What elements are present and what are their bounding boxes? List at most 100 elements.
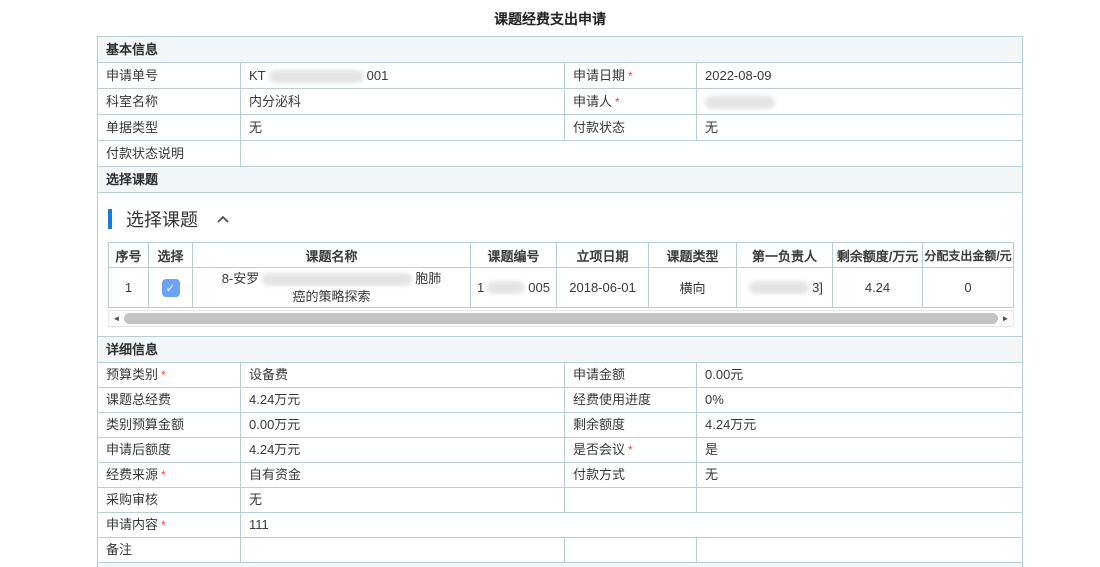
field-value-applicant bbox=[697, 89, 1022, 115]
apply-no-suffix: 001 bbox=[366, 68, 389, 83]
next-section-cutoff bbox=[98, 563, 1022, 567]
col-header-select: 选择 bbox=[149, 243, 193, 268]
field-value-usage-progress: 0% bbox=[697, 388, 1022, 413]
detail-row-1: 预算类别 * 设备费 申请金额 0.00元 bbox=[98, 363, 1022, 388]
field-value-total-fund: 4.24万元 bbox=[241, 388, 565, 413]
col-header-project-name: 课题名称 bbox=[193, 243, 471, 268]
col-header-remaining-quota: 剩余额度/万元 bbox=[833, 243, 923, 268]
field-label-quota-after-apply: 申请后额度 bbox=[98, 438, 241, 463]
basic-info-row-2: 科室名称 内分泌科 申请人 * bbox=[98, 89, 1022, 115]
required-asterisk: * bbox=[161, 518, 166, 532]
field-label-apply-no: 申请单号 bbox=[98, 63, 241, 89]
project-name-line1: 8-安罗 胞肺 bbox=[222, 270, 442, 288]
field-value-department: 内分泌科 bbox=[241, 89, 565, 115]
row-checkbox-checked[interactable]: ✓ bbox=[161, 278, 180, 297]
is-meeting-label: 是否会议 bbox=[573, 442, 626, 457]
leader-suffix: 3] bbox=[812, 280, 823, 295]
project-code-suffix: 005 bbox=[528, 280, 550, 295]
field-value-procurement-review: 无 bbox=[241, 488, 565, 513]
field-empty-cell bbox=[697, 538, 1022, 563]
project-name-mid: 胞肺 bbox=[415, 270, 442, 286]
horizontal-scrollbar[interactable]: ◄ ► bbox=[108, 310, 1014, 327]
required-asterisk: * bbox=[628, 443, 633, 457]
redaction-block bbox=[749, 281, 810, 294]
applicant-label: 申请人 bbox=[573, 94, 613, 109]
col-header-index: 序号 bbox=[109, 243, 149, 268]
project-table-row[interactable]: 1 ✓ 8-安罗 胞肺 癌的策略探索 1 005 2018-06-01 横向 3] … bbox=[109, 268, 1014, 308]
col-header-project-code: 课题编号 bbox=[471, 243, 557, 268]
collapse-button[interactable] bbox=[216, 215, 230, 224]
redaction-block bbox=[268, 70, 364, 84]
scroll-left-icon[interactable]: ◄ bbox=[112, 314, 121, 323]
field-value-payment-status-note bbox=[241, 141, 1022, 167]
field-value-budget-category: 设备费 bbox=[241, 363, 565, 388]
scroll-right-icon[interactable]: ► bbox=[1001, 314, 1010, 323]
accent-bar bbox=[108, 209, 112, 229]
field-label-apply-amount: 申请金额 bbox=[565, 363, 697, 388]
col-header-start-date: 立项日期 bbox=[557, 243, 649, 268]
field-label-category-budget: 类别预算金额 bbox=[98, 413, 241, 438]
field-label-procurement-review: 采购审核 bbox=[98, 488, 241, 513]
project-name-line2: 癌的策略探索 bbox=[292, 288, 371, 304]
field-label-payment-status: 付款状态 bbox=[565, 115, 697, 141]
cell-first-leader: 3] bbox=[737, 268, 833, 308]
field-label-fund-source: 经费来源 * bbox=[98, 463, 241, 488]
detail-row-7: 申请内容 * 111 bbox=[98, 513, 1022, 538]
field-label-is-meeting: 是否会议 * bbox=[565, 438, 697, 463]
select-project-panel: 选择课题 序号 选择 课题名称 课题编号 立项日期 课题类型 第一负责人 剩余额… bbox=[98, 193, 1022, 337]
required-asterisk: * bbox=[161, 368, 166, 382]
section-header-select-project: 选择课题 bbox=[98, 167, 1022, 193]
cell-allocated-amount: 0 bbox=[923, 268, 1014, 308]
field-label-applicant: 申请人 * bbox=[565, 89, 697, 115]
basic-info-row-3: 单据类型 无 付款状态 无 bbox=[98, 115, 1022, 141]
scrollbar-thumb[interactable] bbox=[124, 313, 998, 324]
project-table-header: 序号 选择 课题名称 课题编号 立项日期 课题类型 第一负责人 剩余额度/万元 … bbox=[109, 243, 1014, 268]
field-label-budget-category: 预算类别 * bbox=[98, 363, 241, 388]
detail-row-8: 备注 bbox=[98, 538, 1022, 563]
application-form: 基本信息 申请单号 KT 001 申请日期 * 2022-08-09 科室名称 内分… bbox=[97, 36, 1023, 567]
field-value-fund-source: 自有资金 bbox=[241, 463, 565, 488]
field-empty-cell bbox=[565, 538, 697, 563]
project-code-prefix: 1 bbox=[477, 280, 485, 295]
field-label-remaining-quota: 剩余额度 bbox=[565, 413, 697, 438]
field-label-payment-status-note: 付款状态说明 bbox=[98, 141, 241, 167]
page-title: 课题经费支出申请 bbox=[494, 11, 606, 27]
cell-index: 1 bbox=[109, 268, 149, 308]
field-label-apply-content: 申请内容 * bbox=[98, 513, 241, 538]
field-value-quota-after-apply: 4.24万元 bbox=[241, 438, 565, 463]
cell-project-type: 横向 bbox=[649, 268, 737, 308]
basic-info-row-4: 付款状态说明 bbox=[98, 141, 1022, 167]
field-value-remarks bbox=[241, 538, 565, 563]
field-empty-cell bbox=[565, 488, 697, 513]
field-value-doc-type: 无 bbox=[241, 115, 565, 141]
field-label-doc-type: 单据类型 bbox=[98, 115, 241, 141]
chevron-up-icon bbox=[217, 215, 229, 223]
field-value-apply-content: 111 bbox=[241, 513, 1022, 538]
field-label-usage-progress: 经费使用进度 bbox=[565, 388, 697, 413]
check-icon: ✓ bbox=[165, 280, 176, 295]
detail-row-3: 类别预算金额 0.00万元 剩余额度 4.24万元 bbox=[98, 413, 1022, 438]
required-asterisk: * bbox=[628, 69, 633, 83]
panel-title-text: 选择课题 bbox=[126, 210, 198, 230]
cell-select: ✓ bbox=[149, 268, 193, 308]
detail-row-5: 经费来源 * 自有资金 付款方式 无 bbox=[98, 463, 1022, 488]
col-header-first-leader: 第一负责人 bbox=[737, 243, 833, 268]
budget-category-label: 预算类别 bbox=[106, 367, 159, 382]
field-value-payment-method: 无 bbox=[697, 463, 1022, 488]
field-value-apply-no: KT 001 bbox=[241, 63, 565, 89]
field-value-remaining-quota: 4.24万元 bbox=[697, 413, 1022, 438]
detail-row-6: 采购审核 无 bbox=[98, 488, 1022, 513]
apply-date-label: 申请日期 bbox=[573, 68, 626, 83]
col-header-allocated-amount: 分配支出金额/元 bbox=[923, 243, 1014, 268]
redaction-block bbox=[262, 272, 413, 286]
cell-start-date: 2018-06-01 bbox=[557, 268, 649, 308]
fund-source-label: 经费来源 bbox=[106, 467, 159, 482]
project-table: 序号 选择 课题名称 课题编号 立项日期 课题类型 第一负责人 剩余额度/万元 … bbox=[108, 242, 1014, 308]
redaction-block bbox=[487, 281, 526, 294]
field-value-category-budget: 0.00万元 bbox=[241, 413, 565, 438]
field-value-apply-date: 2022-08-09 bbox=[697, 63, 1022, 89]
cell-project-code: 1 005 bbox=[471, 268, 557, 308]
cell-project-name: 8-安罗 胞肺 癌的策略探索 bbox=[193, 268, 471, 308]
detail-row-4: 申请后额度 4.24万元 是否会议 * 是 bbox=[98, 438, 1022, 463]
required-asterisk: * bbox=[615, 95, 620, 109]
